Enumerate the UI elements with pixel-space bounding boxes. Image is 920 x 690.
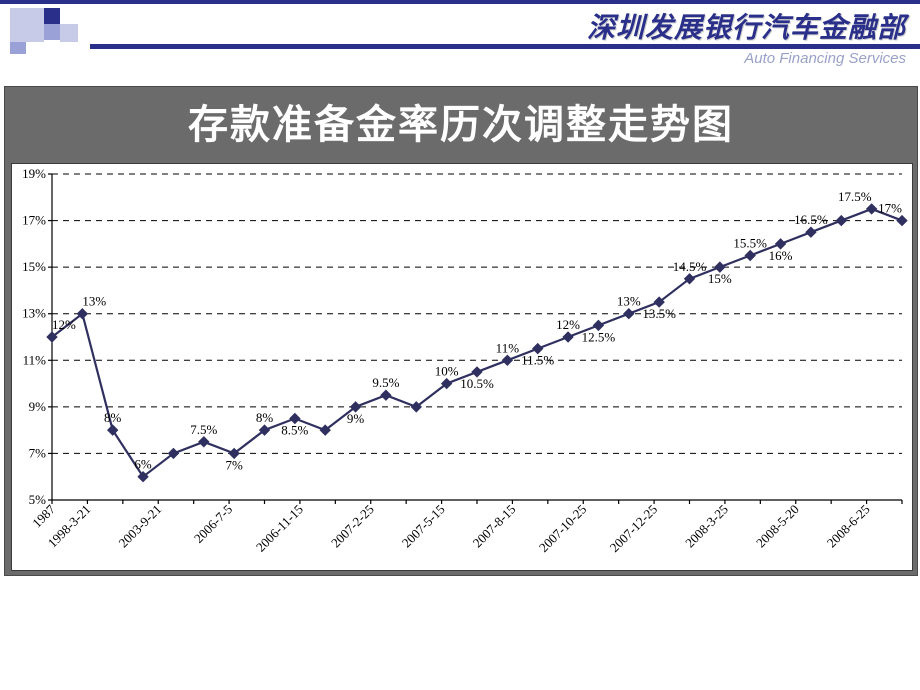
svg-text:2008-5-20: 2008-5-20 (753, 502, 802, 551)
svg-text:8%: 8% (104, 410, 122, 425)
svg-text:13%: 13% (617, 294, 641, 309)
svg-text:2006-7-5: 2006-7-5 (191, 502, 235, 546)
svg-text:8.5%: 8.5% (281, 423, 308, 438)
svg-text:11.5%: 11.5% (521, 353, 554, 368)
svg-text:16.5%: 16.5% (794, 212, 828, 227)
svg-text:13.5%: 13.5% (642, 306, 676, 321)
svg-text:15.5%: 15.5% (733, 236, 767, 251)
svg-text:12%: 12% (556, 317, 580, 332)
svg-text:14.5%: 14.5% (673, 259, 707, 274)
svg-text:15%: 15% (22, 259, 46, 274)
svg-text:12.5%: 12.5% (582, 329, 616, 344)
svg-text:2006-11-15: 2006-11-15 (253, 502, 306, 555)
svg-text:9.5%: 9.5% (372, 375, 399, 390)
svg-text:16%: 16% (769, 248, 793, 263)
svg-text:17.5%: 17.5% (838, 189, 872, 204)
svg-text:7.5%: 7.5% (190, 422, 217, 437)
svg-text:6%: 6% (134, 457, 152, 472)
chart-title: 存款准备金率历次调整走势图 (5, 87, 917, 163)
svg-text:15%: 15% (708, 271, 732, 286)
svg-text:17%: 17% (22, 213, 46, 228)
svg-text:2003-9-21: 2003-9-21 (115, 502, 164, 551)
header-rule-top (0, 0, 920, 4)
svg-text:17%: 17% (878, 201, 902, 216)
svg-text:2008-3-25: 2008-3-25 (682, 502, 731, 551)
svg-text:2007-8-15: 2007-8-15 (470, 502, 519, 551)
org-title: 深圳发展银行汽车金融部 (587, 6, 906, 46)
header-rule-mid (90, 44, 920, 49)
svg-text:12%: 12% (52, 317, 76, 332)
svg-text:7%: 7% (225, 457, 243, 472)
chart-card: 存款准备金率历次调整走势图 5%7%9%11%13%15%17%19%19871… (4, 86, 918, 576)
svg-text:7%: 7% (29, 445, 47, 460)
svg-text:2007-2-25: 2007-2-25 (328, 502, 377, 551)
svg-text:2008-6-25: 2008-6-25 (824, 502, 873, 551)
svg-text:13%: 13% (22, 306, 46, 321)
svg-text:2007-5-15: 2007-5-15 (399, 502, 448, 551)
plot-area: 5%7%9%11%13%15%17%19%19871998-3-212003-9… (11, 163, 913, 571)
svg-text:13%: 13% (82, 294, 106, 309)
svg-text:10.5%: 10.5% (460, 376, 494, 391)
svg-text:2007-12-25: 2007-12-25 (607, 502, 661, 556)
svg-text:8%: 8% (256, 410, 274, 425)
svg-text:9%: 9% (347, 411, 365, 426)
svg-text:9%: 9% (29, 399, 47, 414)
svg-text:10%: 10% (435, 364, 459, 379)
svg-text:11%: 11% (496, 340, 520, 355)
org-subtitle: Auto Financing Services (744, 50, 906, 67)
svg-text:11%: 11% (23, 352, 47, 367)
svg-text:19%: 19% (22, 166, 46, 181)
svg-text:2007-10-25: 2007-10-25 (536, 502, 590, 556)
line-chart-svg: 5%7%9%11%13%15%17%19%19871998-3-212003-9… (12, 164, 912, 570)
header: 深圳发展银行汽车金融部 Auto Financing Services (0, 0, 920, 66)
